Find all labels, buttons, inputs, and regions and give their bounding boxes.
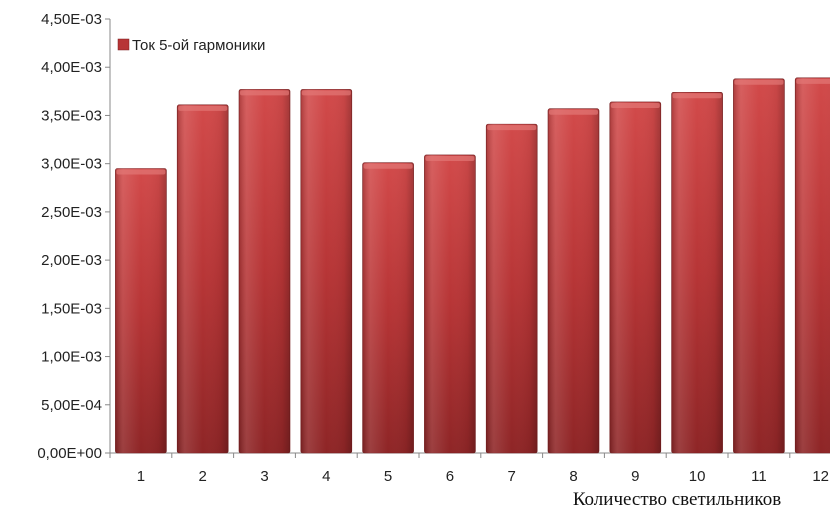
legend-swatch bbox=[117, 38, 130, 51]
y-tick-label: 3,50E-03 bbox=[41, 107, 102, 124]
x-axis: 1 2 3 4 5 6 7 8 9 10 11 12 bbox=[109, 452, 830, 485]
legend: Ток 5-ой гармоники bbox=[117, 37, 265, 54]
bar bbox=[300, 89, 353, 454]
x-tick-label: 11 bbox=[751, 468, 767, 485]
bars bbox=[115, 77, 830, 454]
x-tick-label: 12 bbox=[812, 468, 829, 485]
bar bbox=[547, 108, 600, 454]
x-tick-label: 10 bbox=[689, 468, 706, 485]
x-tick-label: 2 bbox=[199, 468, 207, 485]
y-tick-label: 4,50E-03 bbox=[41, 11, 102, 28]
x-tick-label: 4 bbox=[322, 468, 330, 485]
y-tick-label: 3,00E-03 bbox=[41, 156, 102, 173]
y-tick-label: 2,00E-03 bbox=[41, 252, 102, 269]
bar bbox=[485, 123, 538, 454]
x-axis-label: Количество светильников bbox=[573, 489, 781, 510]
bar bbox=[733, 78, 785, 454]
x-tick-label: 5 bbox=[384, 468, 392, 485]
x-tick-label: 7 bbox=[508, 468, 516, 485]
bar bbox=[794, 77, 830, 454]
y-tick-label: 4,00E-03 bbox=[41, 59, 102, 76]
y-axis: 0,00E+00 5,00E-04 1,00E-03 1,50E-03 2,00E-03… bbox=[37, 11, 111, 462]
bar bbox=[671, 91, 723, 454]
x-tick-label: 6 bbox=[446, 468, 454, 485]
bar bbox=[609, 101, 662, 454]
legend-label: Ток 5-ой гармоники bbox=[132, 37, 265, 54]
bar bbox=[238, 89, 291, 454]
bar bbox=[362, 162, 414, 454]
x-tick-label: 9 bbox=[631, 468, 639, 485]
bar bbox=[424, 154, 476, 454]
y-tick-label: 5,00E-04 bbox=[41, 397, 102, 414]
x-tick-label: 3 bbox=[260, 468, 268, 485]
y-tick-label: 0,00E+00 bbox=[37, 445, 102, 462]
y-tick-label: 2,50E-03 bbox=[41, 204, 102, 221]
bar bbox=[176, 104, 229, 454]
y-tick-label: 1,00E-03 bbox=[41, 349, 102, 366]
x-tick-label: 1 bbox=[137, 468, 145, 485]
x-tick-label: 8 bbox=[569, 468, 577, 485]
y-tick-label: 1,50E-03 bbox=[41, 300, 102, 317]
bar bbox=[115, 168, 167, 454]
